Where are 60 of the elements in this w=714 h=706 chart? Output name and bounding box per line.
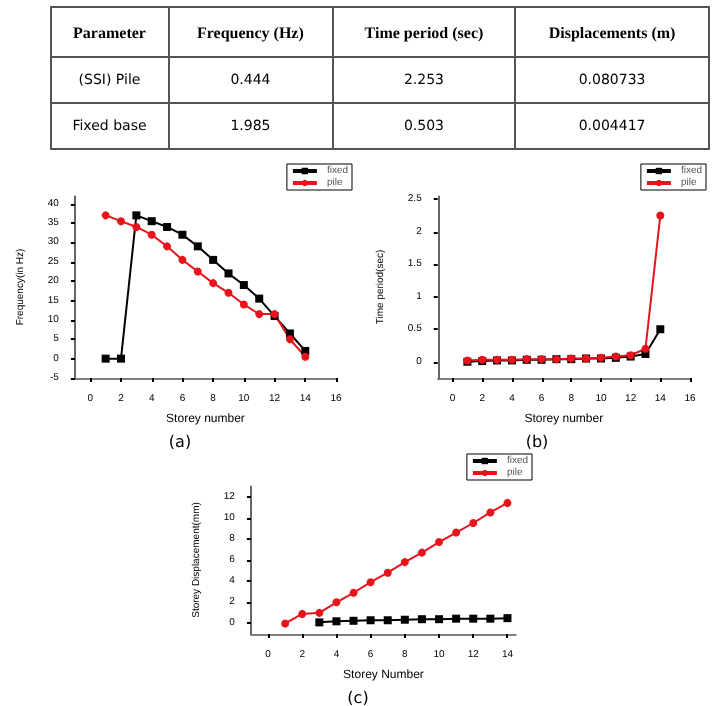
text: Displacements (m): [515, 7, 709, 58]
point: [452, 528, 461, 537]
text: Parameter: [51, 7, 169, 58]
point: [132, 211, 141, 220]
point: [132, 222, 141, 231]
text: (c): [347, 689, 369, 706]
text: Time period (sec): [332, 7, 516, 58]
text: (b): [525, 433, 549, 451]
point: [503, 614, 512, 623]
text: (a): [168, 433, 192, 451]
point: [366, 616, 375, 625]
point: [656, 211, 665, 220]
point: [656, 325, 665, 334]
point: [400, 615, 409, 624]
point: [383, 568, 392, 577]
point: [452, 614, 461, 623]
point: [193, 267, 202, 276]
point: [315, 618, 324, 627]
point: [349, 588, 358, 597]
point: [435, 615, 444, 624]
point: [469, 614, 478, 623]
point: [193, 242, 202, 251]
point: [209, 279, 218, 288]
point: [209, 255, 218, 264]
point: [435, 538, 444, 547]
point: [332, 598, 341, 607]
point: [163, 242, 172, 251]
point: [178, 255, 187, 264]
point: [486, 614, 495, 623]
point: [117, 217, 125, 226]
point: [163, 222, 172, 231]
point: [486, 508, 495, 517]
point: [349, 616, 358, 625]
point: [178, 230, 187, 239]
point: [239, 300, 248, 309]
point: [383, 616, 392, 625]
point: [400, 558, 409, 567]
point: [641, 344, 650, 353]
point: [285, 335, 294, 344]
point: [281, 619, 290, 628]
point: [417, 615, 426, 624]
point: [224, 288, 233, 297]
point: [239, 281, 248, 290]
point: [469, 519, 478, 527]
point: [255, 310, 264, 319]
point: [301, 352, 310, 361]
point: [117, 354, 125, 363]
point: [332, 617, 341, 626]
point: [101, 354, 110, 363]
point: [147, 217, 156, 226]
point: [147, 230, 156, 239]
point: [503, 498, 512, 507]
point: [315, 608, 324, 617]
text: Frequency (Hz): [168, 7, 333, 58]
point: [417, 548, 426, 557]
point: [366, 578, 375, 587]
point: [255, 294, 264, 303]
point: [224, 269, 233, 278]
point: [101, 211, 110, 220]
point: [298, 609, 307, 618]
